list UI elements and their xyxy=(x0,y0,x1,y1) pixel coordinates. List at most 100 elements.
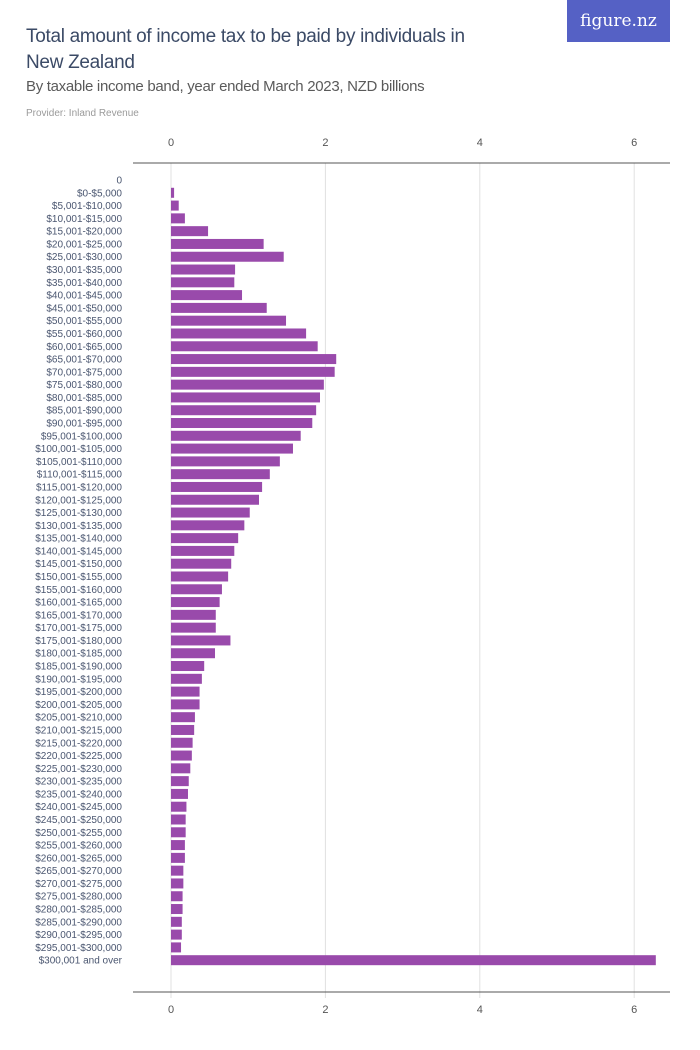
bar xyxy=(171,686,200,697)
category-label: $280,001-$285,000 xyxy=(35,905,122,916)
figure-nz-logo[interactable]: figure.nz xyxy=(567,0,670,42)
category-label: $0-$5,000 xyxy=(77,188,122,199)
bar xyxy=(171,609,216,620)
category-label: $220,001-$225,000 xyxy=(35,751,122,762)
bar xyxy=(171,456,280,467)
bar xyxy=(171,418,313,429)
bar xyxy=(171,673,202,684)
category-label: $295,001-$300,000 xyxy=(35,943,122,954)
bar xyxy=(171,302,267,313)
category-label: $150,001-$155,000 xyxy=(35,572,122,583)
category-label: $205,001-$210,000 xyxy=(35,713,122,724)
bar xyxy=(171,481,263,492)
bar xyxy=(171,622,216,633)
category-label: $5,001-$10,000 xyxy=(52,201,123,212)
category-label: $285,001-$290,000 xyxy=(35,917,122,928)
bar xyxy=(171,520,245,531)
bar xyxy=(171,942,182,953)
category-label: $260,001-$265,000 xyxy=(35,853,122,864)
category-label: $45,001-$50,000 xyxy=(46,303,122,314)
bar xyxy=(171,328,307,339)
bar xyxy=(171,827,186,838)
bar xyxy=(171,737,193,748)
bar xyxy=(171,430,301,441)
bar xyxy=(171,533,239,544)
bar xyxy=(171,916,182,927)
category-label: $165,001-$170,000 xyxy=(35,610,122,621)
category-label: $290,001-$295,000 xyxy=(35,930,122,941)
category-label: $140,001-$145,000 xyxy=(35,546,122,557)
category-label: $250,001-$255,000 xyxy=(35,828,122,839)
x-tick-label-top: 2 xyxy=(322,137,328,149)
category-label: $60,001-$65,000 xyxy=(46,342,122,353)
bar xyxy=(171,904,183,915)
bar xyxy=(171,852,185,863)
bar xyxy=(171,494,260,505)
bar xyxy=(171,443,293,454)
category-label: $200,001-$205,000 xyxy=(35,700,122,711)
bar xyxy=(171,891,183,902)
category-label: $225,001-$230,000 xyxy=(35,764,122,775)
category-label: $105,001-$110,000 xyxy=(36,457,122,468)
bar xyxy=(171,213,185,224)
bar xyxy=(171,801,187,812)
bar xyxy=(171,354,337,365)
category-label: 0 xyxy=(116,176,122,187)
bar xyxy=(171,597,220,608)
category-label: $15,001-$20,000 xyxy=(46,227,122,238)
category-label: $20,001-$25,000 xyxy=(46,239,122,250)
bar xyxy=(171,251,284,262)
bar xyxy=(171,238,264,249)
category-label: $25,001-$30,000 xyxy=(46,252,122,263)
bar xyxy=(171,469,270,480)
bar xyxy=(171,277,235,288)
category-label: $245,001-$250,000 xyxy=(35,815,122,826)
bar xyxy=(171,840,185,851)
bar xyxy=(171,264,236,275)
category-label: $90,001-$95,000 xyxy=(46,419,122,430)
category-label: $80,001-$85,000 xyxy=(46,393,122,404)
category-label: $95,001-$100,000 xyxy=(41,431,123,442)
category-label: $235,001-$240,000 xyxy=(35,789,122,800)
bar xyxy=(171,955,656,966)
bar xyxy=(171,865,184,876)
x-tick-label-bottom: 0 xyxy=(168,1004,174,1016)
bar xyxy=(171,878,184,889)
chart-subtitle: By taxable income band, year ended March… xyxy=(26,78,425,95)
bar xyxy=(171,929,182,940)
bar xyxy=(171,699,200,710)
category-label: $100,001-$105,000 xyxy=(35,444,122,455)
x-tick-label-top: 6 xyxy=(631,137,637,149)
category-label: $130,001-$135,000 xyxy=(35,521,122,532)
bar xyxy=(171,507,250,518)
bar xyxy=(171,763,191,774)
category-label: $195,001-$200,000 xyxy=(35,687,122,698)
bar xyxy=(171,392,320,403)
bar xyxy=(171,712,195,723)
bar xyxy=(171,788,188,799)
x-tick-label-bottom: 4 xyxy=(477,1004,483,1016)
category-label: $70,001-$75,000 xyxy=(46,367,122,378)
category-label: $40,001-$45,000 xyxy=(46,291,122,302)
category-label: $35,001-$40,000 xyxy=(46,278,122,289)
bar xyxy=(171,648,216,659)
bar xyxy=(171,290,243,301)
category-label: $120,001-$125,000 xyxy=(35,495,122,506)
x-tick-label-bottom: 2 xyxy=(322,1004,328,1016)
bar xyxy=(171,379,324,390)
category-label: $175,001-$180,000 xyxy=(35,636,122,647)
category-label: $110,001-$115,000 xyxy=(37,470,123,481)
category-label: $255,001-$260,000 xyxy=(35,841,122,852)
x-tick-label-top: 0 xyxy=(168,137,174,149)
bar xyxy=(171,750,192,761)
category-label: $145,001-$150,000 xyxy=(35,559,122,570)
category-label: $230,001-$235,000 xyxy=(35,777,122,788)
category-label: $180,001-$185,000 xyxy=(35,649,122,660)
category-label: $30,001-$35,000 xyxy=(46,265,122,276)
category-label: $50,001-$55,000 xyxy=(46,316,122,327)
bar xyxy=(171,558,232,569)
category-label: $185,001-$190,000 xyxy=(35,662,122,673)
category-label: $190,001-$195,000 xyxy=(35,674,122,685)
